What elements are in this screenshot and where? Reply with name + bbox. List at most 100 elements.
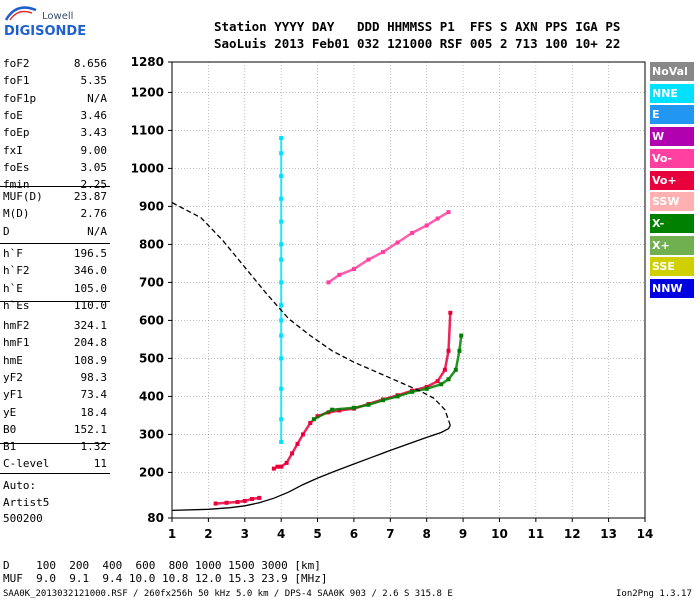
param-label: C-level <box>3 457 50 470</box>
legend-item-vo+: Vo+ <box>650 170 694 190</box>
param-value: 9.00 <box>80 143 108 157</box>
x-tick-label: 1 <box>168 527 176 541</box>
param-label: h`E <box>3 281 23 295</box>
x-tick-label: 3 <box>241 527 249 541</box>
param-label: fmin <box>3 178 30 192</box>
y-tick-label: 500 <box>139 351 164 365</box>
x-tick-label: 13 <box>600 527 617 541</box>
legend-item-vo-: Vo- <box>650 148 694 168</box>
param-label: M(D) <box>3 207 30 221</box>
param-value: 23.87 <box>73 190 107 203</box>
param-label: fxI <box>3 143 23 157</box>
param-row-yf2: yF2 98.3 <box>3 371 107 385</box>
param-value: 2.25 <box>80 178 108 192</box>
legend-item-w: W <box>650 127 694 147</box>
param-row-foe: foE 3.46 <box>3 109 107 123</box>
param-row-d: D N/A <box>3 225 107 239</box>
param-row-ye: yE 18.4 <box>3 406 107 420</box>
echo-trace <box>327 210 450 284</box>
param-row-hes: h`Es 110.0 <box>3 299 107 313</box>
param-row-fof1: foF1 5.35 <box>3 74 107 88</box>
x-tick-label: 14 <box>637 527 654 541</box>
param-row-fof2: foF2 8.656 <box>3 57 107 71</box>
param-label: hmF1 <box>3 336 30 350</box>
footer-file-info: SAA0K_2013032121000.RSF / 260fx256h 50 k… <box>3 589 453 599</box>
x-tick-label: 2 <box>204 527 212 541</box>
legend-item-noval: NoVal <box>650 62 694 81</box>
y-tick-label: 700 <box>139 275 164 289</box>
legend-item-sse: SSE <box>650 257 694 277</box>
param-label: foF1p <box>3 91 37 105</box>
param-label: foE <box>3 108 23 122</box>
param-row-fof1p: foF1p N/A <box>3 92 107 106</box>
auto-scaling-info: 500200 <box>3 512 43 525</box>
param-row-fxi: fxI 9.00 <box>3 144 107 158</box>
param-separator <box>0 301 110 302</box>
param-separator <box>0 243 110 244</box>
y-tick-label: 900 <box>139 199 164 213</box>
echo-trace <box>272 311 452 470</box>
param-label: foEs <box>3 160 30 174</box>
legend-item-nne: NNE <box>650 83 694 103</box>
y-tick-label: 300 <box>139 427 164 441</box>
param-row-hme: hmE 108.9 <box>3 354 107 368</box>
y-tick-label: 200 <box>139 465 164 479</box>
echo-trace <box>312 334 463 421</box>
param-value: N/A <box>87 91 107 105</box>
legend-item-nnw: NNW <box>650 279 694 298</box>
x-tick-label: 10 <box>491 527 508 541</box>
param-label: h`F2 <box>3 264 30 278</box>
param-value: 3.05 <box>80 160 108 174</box>
echo-trace <box>214 496 261 505</box>
legend-item-x-: X- <box>650 213 694 233</box>
param-value: 18.4 <box>80 405 108 419</box>
legend-item-ssw: SSW <box>650 192 694 212</box>
param-row-yf1: yF1 73.4 <box>3 388 107 402</box>
y-tick-label: 80 <box>147 511 164 525</box>
param-row-clevel: C-level 11 <box>3 457 107 471</box>
y-tick-label: 800 <box>139 237 164 251</box>
y-tick-label: 1280 <box>131 55 164 69</box>
x-tick-label: 9 <box>459 527 467 541</box>
param-separator <box>0 473 110 474</box>
param-label: hmF2 <box>3 319 30 332</box>
muf-row: MUF 9.0 9.1 9.4 10.0 10.8 12.0 15.3 23.9… <box>3 572 328 585</box>
param-row-hf2: h`F2 346.0 <box>3 264 107 278</box>
digisonde-logo-swoosh <box>4 6 37 21</box>
y-tick-label: 1100 <box>131 123 164 137</box>
param-label: yE <box>3 405 17 419</box>
param-value: N/A <box>87 224 107 238</box>
legend-item-x+: X+ <box>650 235 694 255</box>
profile-line <box>171 424 451 512</box>
x-tick-label: 11 <box>527 527 544 541</box>
logo-digisonde: DIGISONDE <box>4 24 87 39</box>
param-value: 98.3 <box>80 370 108 384</box>
param-value: 73.4 <box>80 388 108 402</box>
param-row-fmin: fmin 2.25 <box>3 178 107 192</box>
param-row-hmf2: hmF2 324.1 <box>3 319 107 333</box>
y-tick-label: 600 <box>139 313 164 327</box>
param-row-he: h`E 105.0 <box>3 282 107 296</box>
param-value: 204.8 <box>73 336 107 350</box>
auto-scaling-info: Artist5 <box>3 495 50 509</box>
param-row-b0: B0 152.1 <box>3 423 107 437</box>
auto-scaling-info: Auto: <box>3 479 37 492</box>
param-value: 8.656 <box>73 57 107 70</box>
param-value: 108.9 <box>73 353 107 367</box>
y-tick-label: 1000 <box>131 161 164 175</box>
param-value: 2.76 <box>80 207 108 221</box>
x-tick-label: 8 <box>423 527 431 541</box>
param-label: hmE <box>3 353 23 367</box>
x-tick-label: 4 <box>277 527 285 541</box>
plot-frame <box>171 61 646 519</box>
topside-line <box>171 202 451 426</box>
param-row-md: M(D) 2.76 <box>3 207 107 221</box>
param-value: 196.5 <box>73 247 107 260</box>
param-value: 324.1 <box>73 319 107 332</box>
param-value: 5.35 <box>80 74 108 88</box>
param-label: yF1 <box>3 388 23 402</box>
param-label: foF2 <box>3 57 30 70</box>
legend-item-e: E <box>650 105 694 125</box>
param-value: 3.43 <box>80 126 108 140</box>
